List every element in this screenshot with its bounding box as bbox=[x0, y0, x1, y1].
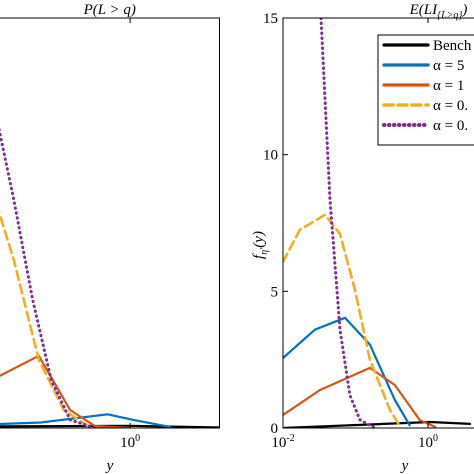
plot-area bbox=[283, 18, 472, 428]
y-label-rest: (y) bbox=[251, 231, 267, 248]
x-tick-exponent: 0 bbox=[433, 433, 438, 444]
legend-label: Bench bbox=[433, 38, 472, 54]
x-tick-label: 100 bbox=[120, 433, 140, 451]
y-tick-label: 0 bbox=[271, 421, 279, 437]
legend-label: α = 1 bbox=[433, 78, 464, 94]
axes-box bbox=[0, 17, 220, 429]
title-end: ) bbox=[461, 2, 467, 18]
series-line bbox=[0, 354, 132, 428]
legend-label: α = 5 bbox=[433, 58, 464, 74]
y-label-sub: η' bbox=[259, 247, 270, 255]
x-tick-label: 10-2 bbox=[271, 433, 294, 451]
series-line bbox=[0, 210, 91, 428]
x-tick-exponent: -2 bbox=[286, 433, 294, 444]
x-tick-base: 10 bbox=[120, 435, 135, 451]
x-axis-label: y bbox=[105, 458, 114, 474]
title-sub: {L>q} bbox=[437, 10, 462, 21]
series-line bbox=[283, 213, 402, 428]
y-axis-label: fη'(y) bbox=[251, 231, 270, 259]
x-tick-base: 10 bbox=[271, 435, 286, 451]
series-line bbox=[283, 366, 437, 428]
series-line bbox=[0, 126, 97, 428]
y-tick-label: 15 bbox=[263, 11, 278, 27]
series-line bbox=[283, 420, 472, 428]
legend-label: α = 0. bbox=[433, 98, 468, 114]
series-line bbox=[283, 316, 411, 427]
chart-title: E(LI{L>q}) bbox=[409, 2, 468, 21]
chart-title: P(L > q) bbox=[83, 2, 136, 18]
title-main: P(L > q) bbox=[83, 2, 136, 18]
x-axis-label: y bbox=[400, 458, 409, 474]
x-tick-base: 10 bbox=[418, 435, 433, 451]
axes-box bbox=[282, 17, 474, 429]
y-label-base: f bbox=[251, 253, 267, 259]
plot-area bbox=[0, 126, 220, 428]
legend-label: α = 0. bbox=[433, 118, 468, 134]
title-main: E(LI bbox=[409, 2, 439, 18]
series-line bbox=[319, 18, 377, 428]
x-tick-label: 100 bbox=[418, 433, 438, 451]
y-tick-label: 5 bbox=[271, 284, 279, 300]
x-tick-exponent: 0 bbox=[135, 433, 140, 444]
series-line bbox=[0, 413, 172, 428]
y-tick-label: 10 bbox=[263, 148, 278, 164]
